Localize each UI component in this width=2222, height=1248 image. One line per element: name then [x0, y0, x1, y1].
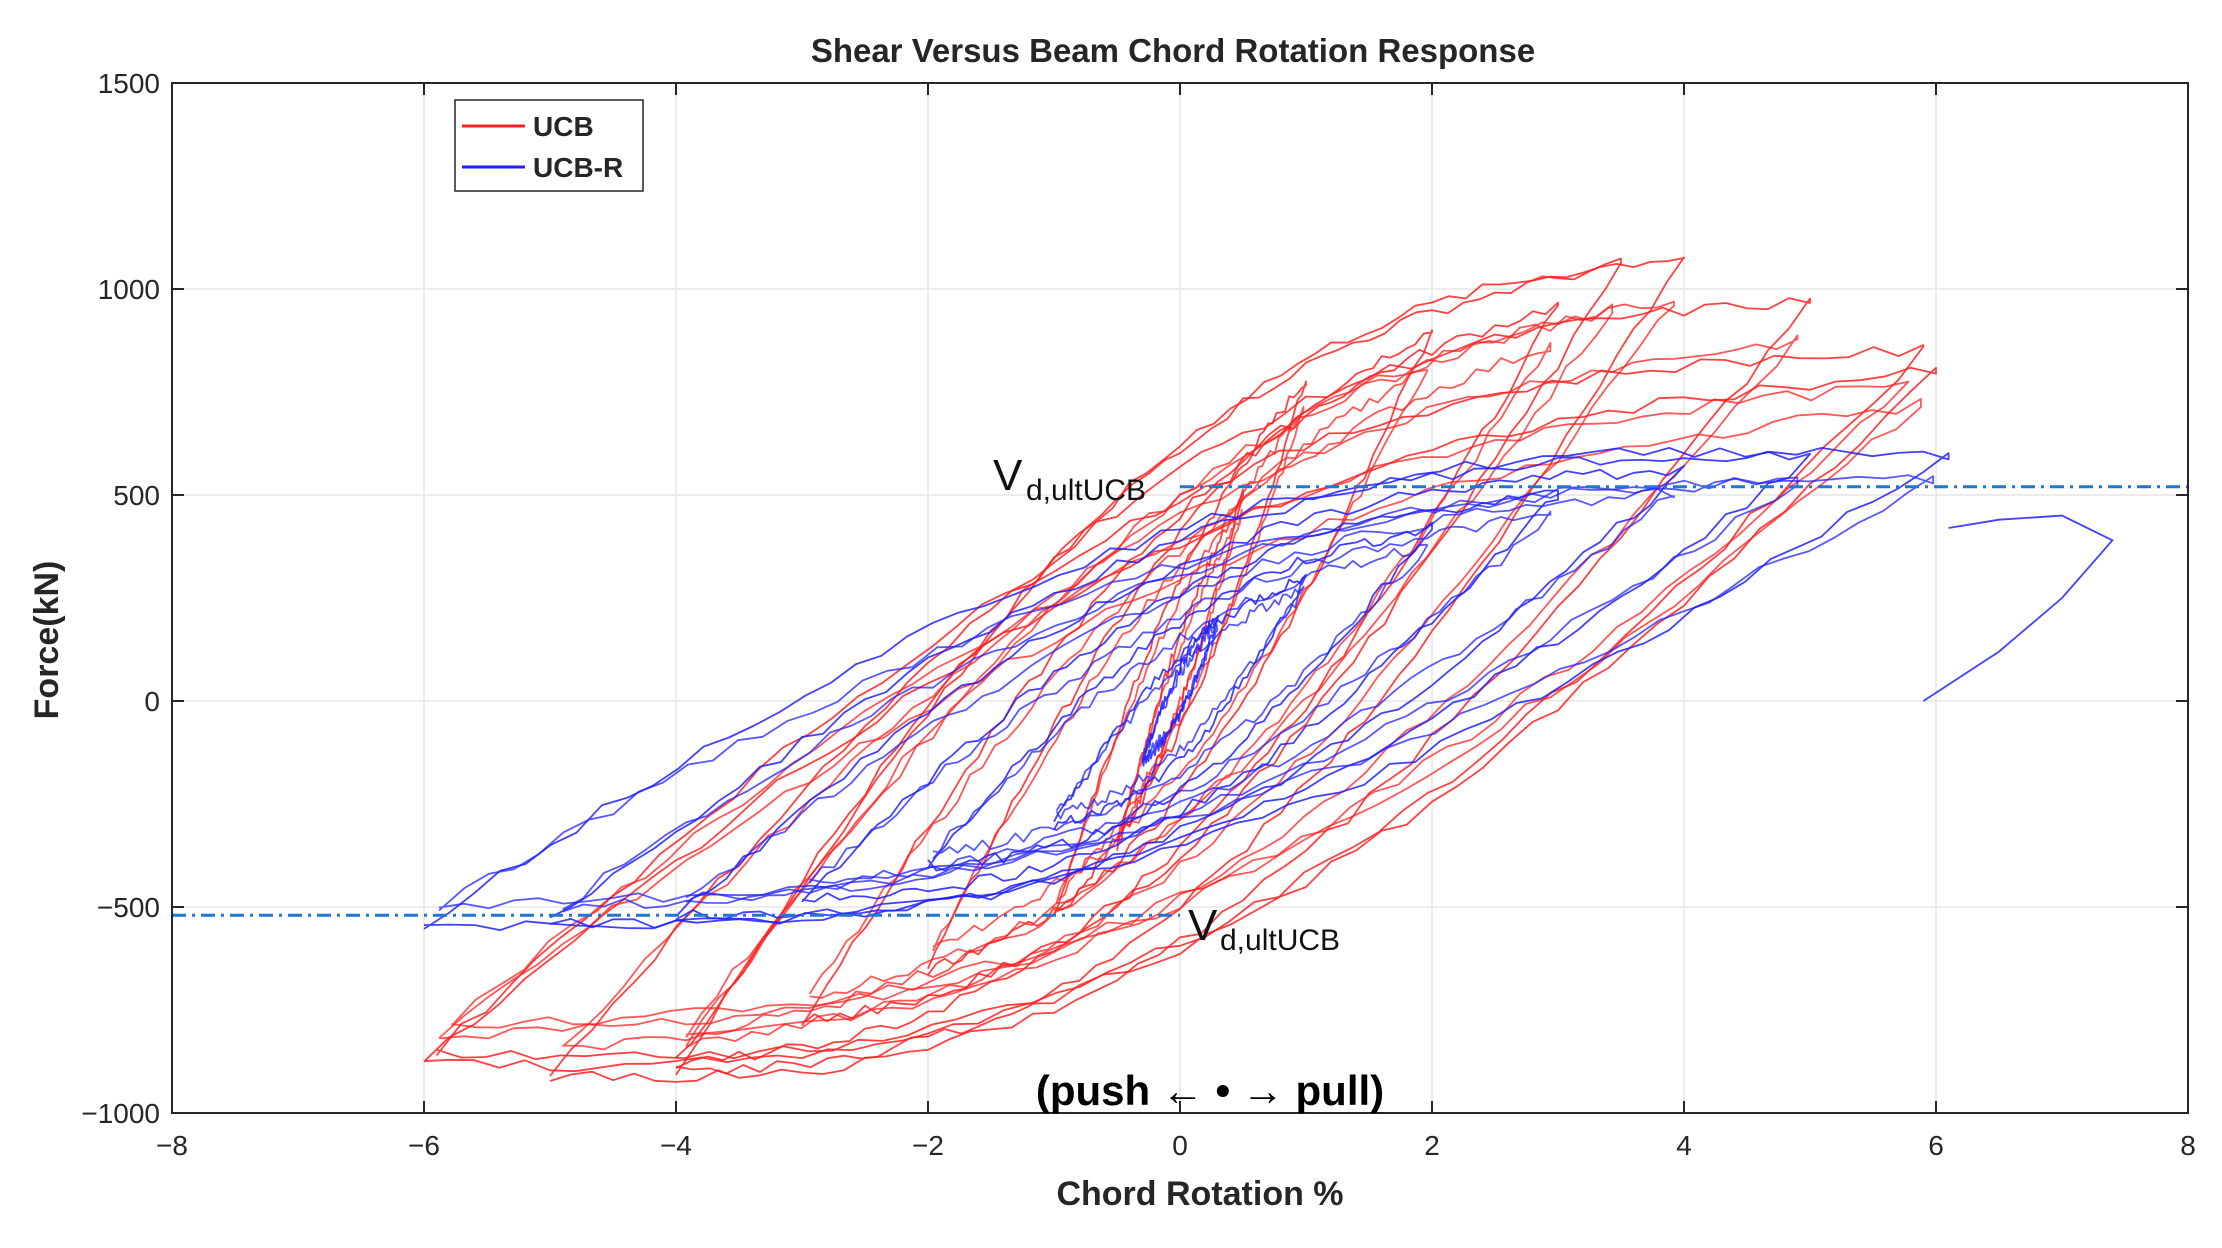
series-ucb-r-tail — [1922, 514, 2114, 702]
y-axis-label: Force(kN) — [28, 561, 66, 720]
series-ucb-loop — [675, 256, 1685, 1076]
series-ucb-loop-repeat — [562, 334, 1799, 1051]
series-ucb-r-loop-repeat — [1055, 585, 1305, 820]
legend-label-ucb-r: UCB-R — [533, 152, 623, 183]
series-ucb-loop-repeat — [685, 303, 1614, 1038]
y-tick-label: −500 — [97, 892, 160, 923]
series-ucb-loop-repeat — [932, 369, 1428, 952]
legend: UCB UCB-R — [454, 99, 644, 192]
chart-title: Shear Versus Beam Chord Rotation Respons… — [811, 32, 1535, 69]
push-pull-annotation: (push ← • → pull) — [1036, 1067, 1384, 1114]
x-tick-label: 8 — [2180, 1130, 2196, 1161]
vd-label-upper-sub: d,ultUCB — [1026, 474, 1146, 507]
vd-label-lower-sub: d,ultUCB — [1220, 924, 1340, 957]
vd-label-lower: V d,ultUCB — [1188, 901, 1340, 957]
vd-label-upper: V d,ultUCB — [993, 451, 1146, 507]
series-ucb-r-loop-repeat — [1142, 624, 1218, 763]
x-tick-label: −2 — [912, 1130, 944, 1161]
legend-box — [454, 99, 644, 192]
x-tick-label: −4 — [660, 1130, 692, 1161]
series-layer — [423, 256, 2114, 1083]
x-tick-label: 4 — [1676, 1130, 1692, 1161]
series-ucb-r-loop — [675, 464, 1685, 921]
series-ucb — [423, 256, 1937, 1083]
legend-label-ucb: UCB — [533, 111, 594, 142]
x-tick-label: 2 — [1424, 1130, 1440, 1161]
y-tick-label: 500 — [113, 480, 160, 511]
series-ucb-r-loop — [423, 447, 1950, 931]
x-tick-label: 6 — [1928, 1130, 1944, 1161]
series-ucb-loop-repeat — [1117, 508, 1243, 840]
series-ucb-loop — [549, 297, 1811, 1083]
series-ucb-loop — [435, 344, 1925, 1061]
axis-ticks: −8 −6 −4 −2 0 2 4 6 8 −1000 −500 0 500 1000 1500 — [81, 68, 2195, 1161]
x-tick-label: 0 — [1172, 1130, 1188, 1161]
series-ucb-r — [423, 447, 2114, 931]
series-ucb-loop-repeat — [1055, 405, 1305, 904]
y-tick-label: 1000 — [98, 274, 160, 305]
series-ucb-r-loop-repeat — [438, 474, 1935, 912]
x-tick-label: −8 — [156, 1130, 188, 1161]
vd-label-upper-main: V — [993, 451, 1023, 500]
x-axis-label: Chord Rotation % — [1056, 1175, 1343, 1213]
y-tick-label: 0 — [144, 686, 160, 717]
series-ucb-r-loop-repeat — [808, 510, 1552, 884]
series-ucb-loop-repeat — [450, 380, 1910, 1029]
vd-label-lower-main: V — [1188, 901, 1218, 950]
series-ucb-r-loop-repeat — [685, 488, 1675, 903]
series-ucb-r-loop-repeat — [932, 543, 1428, 860]
series-ucb-r-loop — [1053, 574, 1307, 831]
series-ucb-loop — [423, 366, 1937, 1073]
y-tick-label: −1000 — [81, 1098, 160, 1129]
reference-lines — [172, 485, 2188, 917]
y-tick-label: 1500 — [98, 68, 160, 99]
x-tick-label: −6 — [408, 1130, 440, 1161]
